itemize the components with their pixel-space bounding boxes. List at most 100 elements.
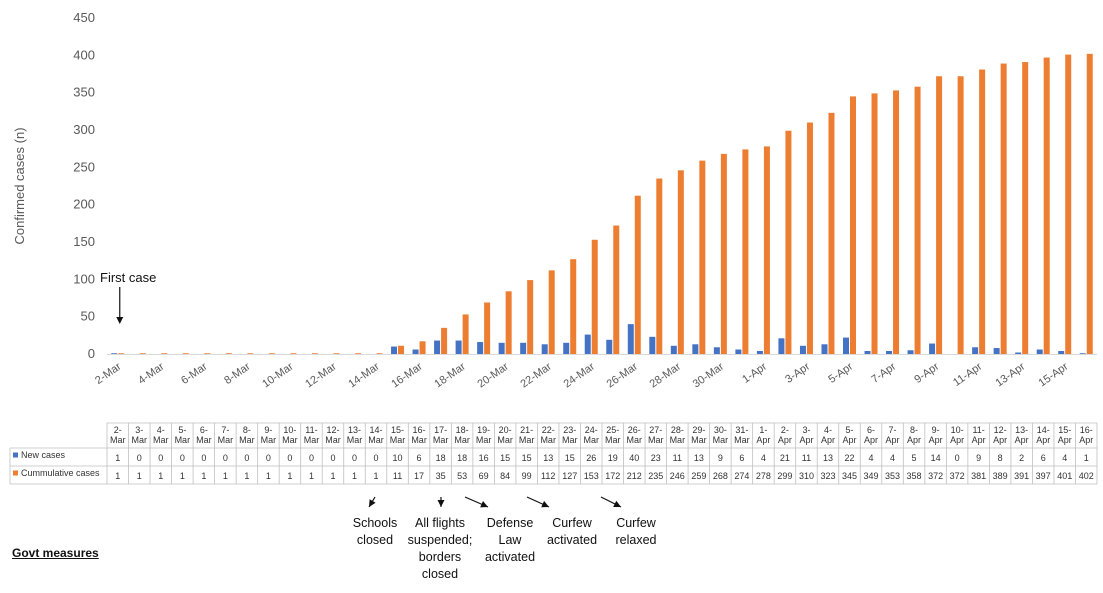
bar-cumulative-cases: [914, 86, 921, 354]
bar-cumulative-cases: [376, 353, 383, 354]
table-header-month: Apr: [799, 435, 813, 445]
measure-arrowhead: [369, 499, 376, 507]
bar-new-cases: [713, 347, 720, 354]
table-header-day: 25-: [606, 425, 619, 435]
table-header-day: 5-: [845, 425, 853, 435]
table-header-month: Apr: [756, 435, 770, 445]
measure-label-line: All flights: [415, 516, 465, 530]
bar-new-cases: [584, 334, 591, 354]
table-header-month: Apr: [842, 435, 856, 445]
bar-new-cases: [778, 338, 785, 354]
govt-measures-label: Govt measures: [12, 546, 99, 560]
table-cell-value: 1: [266, 471, 271, 481]
measure-label-line: closed: [357, 533, 393, 547]
table-header-day: 24-: [585, 425, 598, 435]
x-tick-label: 14-Mar: [346, 360, 382, 390]
table-cell-value: 17: [414, 471, 424, 481]
table-header-day: 14-: [1037, 425, 1050, 435]
table-cell-value: 2: [1019, 453, 1024, 463]
table-cell-value: 5: [912, 453, 917, 463]
table-cell-value: 0: [352, 453, 357, 463]
table-cell-value: 4: [1062, 453, 1067, 463]
table-header-day: 17-: [434, 425, 447, 435]
table-header-month: Mar: [390, 435, 406, 445]
table-cell-value: 391: [1014, 471, 1029, 481]
table-header-month: Mar: [132, 435, 148, 445]
table-header-month: Apr: [1015, 435, 1029, 445]
bar-new-cases: [1036, 349, 1043, 354]
bar-cumulative-cases: [763, 146, 770, 354]
table-cell-value: 1: [223, 471, 228, 481]
bar-cumulative-cases: [311, 353, 318, 354]
table-cell-value: 299: [777, 471, 792, 481]
table-header-day: 28-: [671, 425, 684, 435]
bar-new-cases: [735, 349, 742, 354]
table-header-month: Apr: [1058, 435, 1072, 445]
table-cell-value: 1: [137, 471, 142, 481]
table-header-month: Mar: [368, 435, 384, 445]
table-header-month: Mar: [648, 435, 664, 445]
bar-marks: [111, 53, 1093, 355]
bar-cumulative-cases: [462, 314, 469, 354]
measure-label-line: borders: [419, 550, 461, 564]
table-cell-value: 310: [799, 471, 814, 481]
table-cell-value: 1: [287, 471, 292, 481]
y-tick-label: 100: [73, 271, 95, 286]
legend-swatch: [13, 470, 18, 476]
table-cell-value: 21: [780, 453, 790, 463]
table-header-month: Mar: [153, 435, 169, 445]
table-cell-value: 401: [1057, 471, 1072, 481]
bar-cumulative-cases: [204, 353, 211, 354]
bar-cumulative-cases: [871, 93, 878, 354]
table-cell-value: 1: [180, 471, 185, 481]
bar-cumulative-cases: [785, 130, 792, 354]
x-tick-label: 8-Mar: [222, 360, 253, 386]
table-cell-value: 323: [820, 471, 835, 481]
table-header-month: Mar: [304, 435, 320, 445]
table-header-day: 27-: [649, 425, 662, 435]
x-axis: 2-Mar 4-Mar 6-Mar 8-Mar 10-Mar 12-Mar 14-Mar 16…: [93, 354, 1097, 390]
table-cell-value: 353: [885, 471, 900, 481]
measure-label-line: activated: [547, 533, 597, 547]
table-cell-value: 35: [436, 471, 446, 481]
table-header-day: 14-: [370, 425, 383, 435]
table-cell-value: 13: [823, 453, 833, 463]
table-cell-value: 358: [907, 471, 922, 481]
bar-new-cases: [434, 340, 441, 354]
table-header-month: Mar: [411, 435, 427, 445]
table-cell-value: 23: [651, 453, 661, 463]
table-cell-value: 274: [734, 471, 749, 481]
y-tick-label: 350: [73, 85, 95, 100]
table-header-month: Mar: [325, 435, 341, 445]
table-cell-value: 11: [802, 453, 811, 463]
y-axis-label-group: Confirmed cases (n): [12, 127, 27, 244]
x-tick-label: 16-Mar: [389, 360, 425, 390]
table-header-month: Apr: [907, 435, 921, 445]
bar-cumulative-cases: [936, 76, 943, 355]
y-tick-label: 0: [88, 346, 95, 361]
x-tick-label: 11-Apr: [951, 360, 985, 388]
y-tick-label: 250: [73, 159, 95, 174]
x-tick-label: 28-Mar: [648, 360, 684, 390]
bar-new-cases: [756, 351, 763, 354]
bar-cumulative-cases: [505, 291, 512, 354]
x-tick-label: 26-Mar: [605, 360, 641, 390]
table-header-day: 9-: [932, 425, 940, 435]
table-header-day: 15-: [391, 425, 404, 435]
table-header-day: 22-: [542, 425, 555, 435]
table-header-day: 4-: [157, 425, 165, 435]
bar-new-cases: [1079, 353, 1086, 354]
table-header-day: 30-: [714, 425, 727, 435]
x-tick-label: 3-Apr: [783, 360, 812, 385]
table-cell-value: 397: [1036, 471, 1051, 481]
table-cell-value: 1: [374, 471, 379, 481]
bar-cumulative-cases: [806, 122, 813, 354]
y-tick-label: 200: [73, 197, 95, 212]
table-header-day: 13-: [1015, 425, 1028, 435]
table-cell-value: 381: [971, 471, 986, 481]
x-tick-label: 5-Apr: [826, 360, 855, 385]
table-header-month: Apr: [821, 435, 835, 445]
table-header-month: Mar: [519, 435, 535, 445]
table-cell-value: 40: [629, 453, 639, 463]
measure-arrowhead: [613, 500, 621, 507]
